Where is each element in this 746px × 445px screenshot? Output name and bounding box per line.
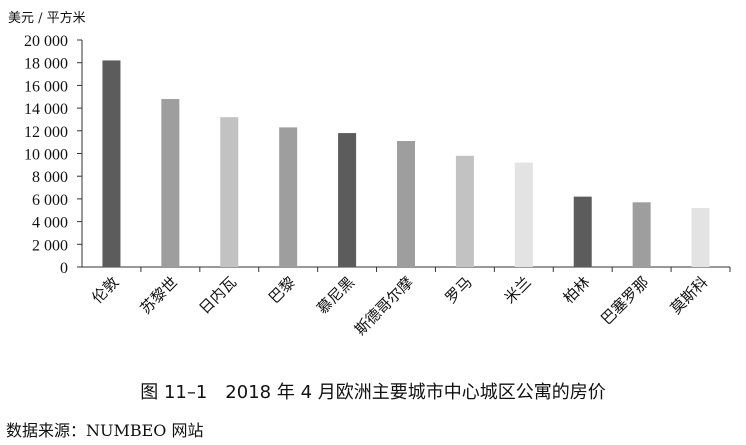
bar — [220, 117, 239, 268]
x-tick-label: 莫斯科 — [667, 273, 712, 318]
x-tick-label: 罗马 — [442, 273, 476, 307]
bar — [102, 60, 121, 268]
x-tick-label: 伦敦 — [88, 273, 122, 307]
bar — [279, 127, 298, 268]
x-tick-label: 米兰 — [501, 273, 535, 307]
bar — [338, 133, 357, 267]
bar — [514, 162, 533, 267]
y-axis-label: 美元 / 平方米 — [8, 10, 86, 26]
bar — [632, 202, 651, 267]
y-tick-label: 10 000 — [24, 147, 68, 164]
y-tick-label: 0 — [60, 260, 68, 277]
bar — [397, 141, 415, 267]
y-ticks: 0 2 000 4 000 6 000 8 000 10 000 12 000 14 000 1… — [24, 33, 82, 277]
x-tick-label: 斯德哥尔摩 — [351, 273, 417, 339]
y-tick-label: 8 000 — [32, 169, 68, 186]
y-tick-label: 12 000 — [24, 124, 68, 141]
y-tick-label: 14 000 — [24, 101, 68, 118]
figure-caption: 图 11–1 2018 年 4 月欧洲主要城市中心城区公寓的房价 — [140, 382, 606, 403]
y-tick-label: 4 000 — [32, 215, 68, 232]
x-tick-label: 柏林 — [560, 273, 594, 307]
x-tick-label: 日内瓦 — [196, 273, 241, 318]
y-tick-label: 16 000 — [24, 78, 68, 95]
bars — [102, 60, 710, 268]
y-tick-label: 20 000 — [24, 33, 68, 50]
bar — [161, 99, 180, 268]
y-tick-label: 6 000 — [32, 192, 68, 209]
x-tick-label: 慕尼黑 — [313, 273, 358, 318]
bar — [573, 196, 592, 267]
y-tick-label: 2 000 — [32, 237, 68, 254]
bar-chart: 美元 / 平方米 0 2 000 4 000 6 000 8 000 10 000 12 0… — [8, 10, 731, 339]
bar — [691, 207, 710, 267]
x-tick-label: 巴黎 — [265, 273, 299, 307]
y-tick-label: 18 000 — [24, 56, 68, 73]
x-tick-label: 苏黎世 — [137, 273, 182, 318]
x-tick-label: 巴塞罗那 — [597, 273, 652, 328]
data-source-note: 数据来源：NUMBEO 网站 — [6, 421, 204, 440]
bar — [455, 155, 474, 267]
